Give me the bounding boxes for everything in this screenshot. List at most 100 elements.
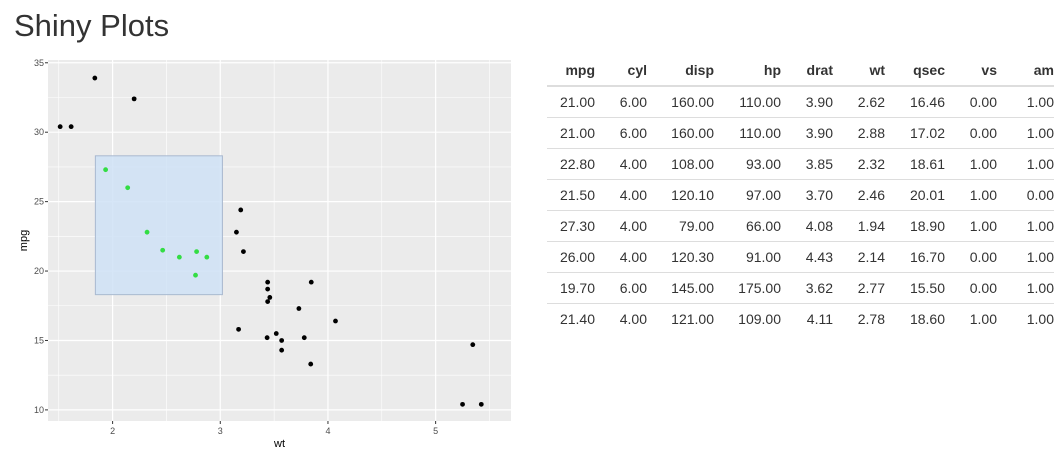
data-points — [57, 75, 484, 407]
x-tick-label: 2 — [110, 426, 115, 436]
y-tick-label: 10 — [34, 405, 44, 415]
table-cell-cyl: 6.00 — [619, 94, 647, 110]
table-cell-cyl: 6.00 — [595, 272, 647, 304]
table-cell-qsec: 16.70 — [885, 241, 945, 273]
brush-selection[interactable] — [94, 155, 223, 296]
selected-data-point — [194, 249, 199, 255]
brush-rectangle[interactable] — [94, 155, 223, 296]
table-row: 27.30 4.00 79.00 66.00 4.08 1.94 18.90 1.00 1.00 — [547, 210, 1054, 242]
x-tick-label: 3 — [218, 426, 223, 436]
data-point — [333, 318, 338, 324]
data-point — [478, 401, 484, 407]
table-cell-wt: 2.78 — [833, 303, 885, 334]
table-cell-drat: 4.43 — [781, 241, 833, 273]
table-row: 19.70 6.00 145.00 175.00 3.62 2.77 15.50 0.00 1.… — [547, 272, 1054, 304]
table-cell-hp: 66.00 — [714, 210, 781, 242]
scatter-plot-container[interactable]: 2 3 4 5 10 15 20 25 30 35 wt mpg — [0, 50, 520, 454]
table-row: 22.80 4.00 108.00 93.00 3.85 2.32 18.61 1.00 1.0… — [547, 148, 1054, 180]
data-point — [308, 279, 314, 285]
y-tick-label: 15 — [34, 335, 44, 345]
table-cell-vs: 0.00 — [945, 241, 997, 273]
column-header-mpg: mpg — [547, 55, 595, 87]
data-point — [301, 335, 307, 341]
axes: 2 3 4 5 10 15 20 25 30 35 wt mpg — [18, 58, 438, 450]
table-row: 21.40 4.00 121.00 109.00 4.11 2.78 18.60 1.00 1.… — [547, 303, 1054, 334]
data-point — [279, 338, 285, 343]
table-cell-drat: 3.85 — [781, 148, 833, 180]
data-point — [273, 331, 279, 336]
table-cell-wt: 2.77 — [833, 272, 885, 304]
selected-data-point — [176, 254, 182, 260]
column-header-vs: vs — [945, 55, 997, 87]
table-cell-mpg: 21.00 — [547, 117, 595, 149]
column-header-qsec: qsec — [885, 55, 945, 87]
table-cell-mpg: 22.80 — [547, 148, 595, 180]
table-cell-am: 1.00 — [997, 148, 1054, 180]
data-point — [234, 229, 239, 235]
table-cell-wt: 1.94 — [833, 210, 885, 242]
table-cell-disp: 160.00 — [647, 117, 714, 149]
data-table: mpg cyl disp hp drat wt qsec vs am 21.00 6.00 160.… — [547, 55, 1054, 334]
table-cell-wt: 2.62 — [857, 94, 885, 110]
table-cell-hp: 91.00 — [714, 241, 781, 273]
table-cell-cyl: 4.00 — [595, 241, 647, 273]
table-cell-disp: 160.00 — [671, 94, 714, 110]
data-point — [68, 124, 74, 130]
table-cell-am: 1.00 — [997, 241, 1054, 273]
scatter-plot[interactable]: 2 3 4 5 10 15 20 25 30 35 wt mpg — [0, 50, 520, 454]
table-cell-disp: 79.00 — [647, 210, 714, 242]
table-cell-hp: 93.00 — [714, 148, 781, 180]
data-point — [92, 75, 98, 81]
table-cell-cyl: 4.00 — [595, 148, 647, 180]
table-cell-qsec: 20.01 — [885, 179, 945, 211]
data-point — [241, 249, 246, 255]
table-cell-drat: 4.08 — [781, 210, 833, 242]
data-point — [57, 124, 63, 130]
data-point — [264, 335, 270, 341]
data-point — [236, 326, 241, 332]
table-cell-am: 1.00 — [997, 272, 1054, 304]
column-header-drat: drat — [781, 55, 833, 87]
table-cell-disp: 120.10 — [647, 179, 714, 211]
x-axis-label: wt — [273, 438, 285, 450]
table-cell-drat: 4.11 — [781, 303, 833, 334]
table-cell-mpg: 21.40 — [547, 303, 595, 334]
table-cell-disp: 108.00 — [647, 148, 714, 180]
table-cell-hp: 110.00 — [739, 94, 781, 110]
selected-data-point — [160, 247, 166, 253]
table-cell-am: 1.00 — [997, 303, 1054, 334]
table-cell-cyl: 6.00 — [595, 117, 647, 149]
table-cell-qsec: 18.61 — [885, 148, 945, 180]
table-cell-hp: 97.00 — [714, 179, 781, 211]
table-cell-qsec: 17.02 — [885, 117, 945, 149]
table-cell-qsec: 18.60 — [885, 303, 945, 334]
page-title: Shiny Plots — [14, 8, 170, 43]
y-tick-label: 30 — [34, 127, 44, 137]
table-cell-drat: 3.70 — [781, 179, 833, 211]
table-cell-disp: 145.00 — [647, 272, 714, 304]
data-point — [265, 279, 271, 285]
table-cell-drat: 3.90 — [805, 94, 833, 110]
column-header-hp: hp — [714, 55, 781, 87]
table-cell-vs: 0.00 — [945, 117, 997, 149]
table-cell-wt: 2.88 — [833, 117, 885, 149]
table-cell-mpg: 26.00 — [547, 241, 595, 273]
y-tick-label: 35 — [34, 58, 44, 68]
table-cell-vs: 1.00 — [945, 148, 997, 180]
table-cell-disp: 120.30 — [647, 241, 714, 273]
table-cell-am: 1.00 — [1026, 94, 1054, 110]
table-cell-vs: 0.00 — [969, 94, 997, 110]
table-cell-am: 1.00 — [997, 210, 1054, 242]
table-cell-wt: 2.46 — [833, 179, 885, 211]
data-point — [265, 286, 271, 292]
table-cell-qsec: 15.50 — [885, 272, 945, 304]
table-cell-vs: 1.00 — [945, 303, 997, 334]
table-body: 21.00 6.00 160.00 110.00 3.90 2.62 16.46 0.00 1.… — [547, 86, 1054, 334]
table-cell-drat: 3.90 — [781, 117, 833, 149]
column-header-cyl: cyl — [595, 55, 647, 87]
table-cell-hp: 109.00 — [714, 303, 781, 334]
table-header-row: mpg cyl disp hp drat wt qsec vs am — [547, 55, 1054, 87]
selected-data-point — [144, 229, 150, 235]
table-cell-cyl: 4.00 — [595, 179, 647, 211]
table-cell-qsec: 16.46 — [909, 94, 945, 110]
